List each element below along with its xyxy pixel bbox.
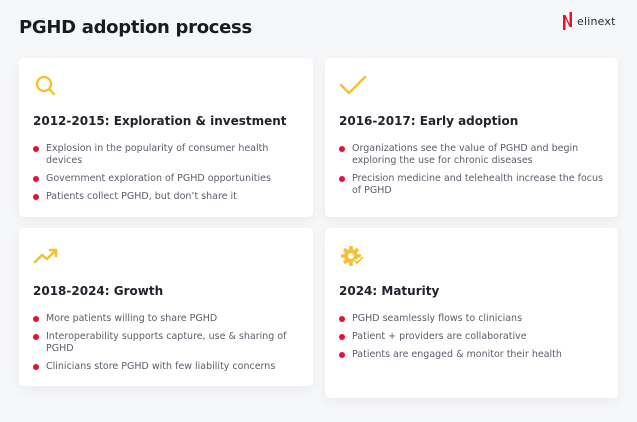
- bullet-list: More patients willing to share PGHD Inte…: [33, 313, 303, 379]
- list-item: Organizations see the value of PGHD and …: [339, 143, 608, 167]
- list-item: More patients willing to share PGHD: [33, 313, 303, 325]
- list-item: PGHD seamlessly flows to clinicians: [339, 313, 608, 325]
- list-item: Patients collect PGHD, but don’t share i…: [33, 191, 303, 203]
- card-early-adoption: 2016-2017: Early adoption Organizations …: [325, 58, 618, 217]
- list-item: Interoperability supports capture, use &…: [33, 331, 303, 355]
- card-heading: 2012-2015: Exploration & investment: [33, 114, 287, 128]
- card-maturity: 2024: Maturity PGHD seamlessly flows to …: [325, 228, 618, 398]
- trending-up-icon: [33, 248, 58, 264]
- bullet-list: Organizations see the value of PGHD and …: [339, 143, 608, 203]
- list-item: Clinicians store PGHD with few liability…: [33, 361, 303, 373]
- list-item: Patient + providers are collaborative: [339, 331, 608, 343]
- list-item: Precision medicine and telehealth increa…: [339, 173, 608, 197]
- logo-text: elinext: [577, 14, 616, 28]
- card-heading: 2018-2024: Growth: [33, 284, 164, 298]
- card-exploration: 2012-2015: Exploration & investment Expl…: [19, 58, 313, 217]
- list-item: Explosion in the popularity of consumer …: [33, 143, 303, 167]
- list-item: Patients are engaged & monitor their hea…: [339, 349, 608, 361]
- gear-check-icon: [341, 246, 365, 266]
- bullet-list: Explosion in the popularity of consumer …: [33, 143, 303, 209]
- card-growth: 2018-2024: Growth More patients willing …: [19, 228, 313, 386]
- bullet-list: PGHD seamlessly flows to clinicians Pati…: [339, 313, 608, 367]
- magnifier-icon: [35, 75, 56, 96]
- page-title: PGHD adoption process: [19, 17, 252, 38]
- card-heading: 2024: Maturity: [339, 284, 440, 298]
- logo: elinext: [563, 12, 616, 30]
- list-item: Government exploration of PGHD opportuni…: [33, 173, 303, 185]
- card-heading: 2016-2017: Early adoption: [339, 114, 519, 128]
- elinext-logo-icon: [563, 12, 572, 30]
- checkmark-icon: [339, 75, 367, 95]
